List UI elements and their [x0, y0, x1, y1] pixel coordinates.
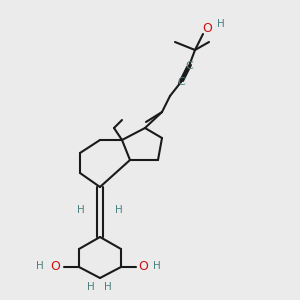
- Text: O: O: [50, 260, 60, 274]
- Text: H: H: [104, 282, 112, 292]
- Text: O: O: [202, 22, 212, 34]
- Text: H: H: [115, 205, 123, 215]
- Text: C: C: [185, 61, 193, 71]
- Text: H: H: [77, 205, 85, 215]
- Text: H: H: [36, 261, 44, 271]
- Text: O: O: [138, 260, 148, 274]
- Text: H: H: [87, 282, 95, 292]
- Text: H: H: [217, 19, 225, 29]
- Text: C: C: [177, 77, 185, 87]
- Text: H: H: [153, 261, 161, 271]
